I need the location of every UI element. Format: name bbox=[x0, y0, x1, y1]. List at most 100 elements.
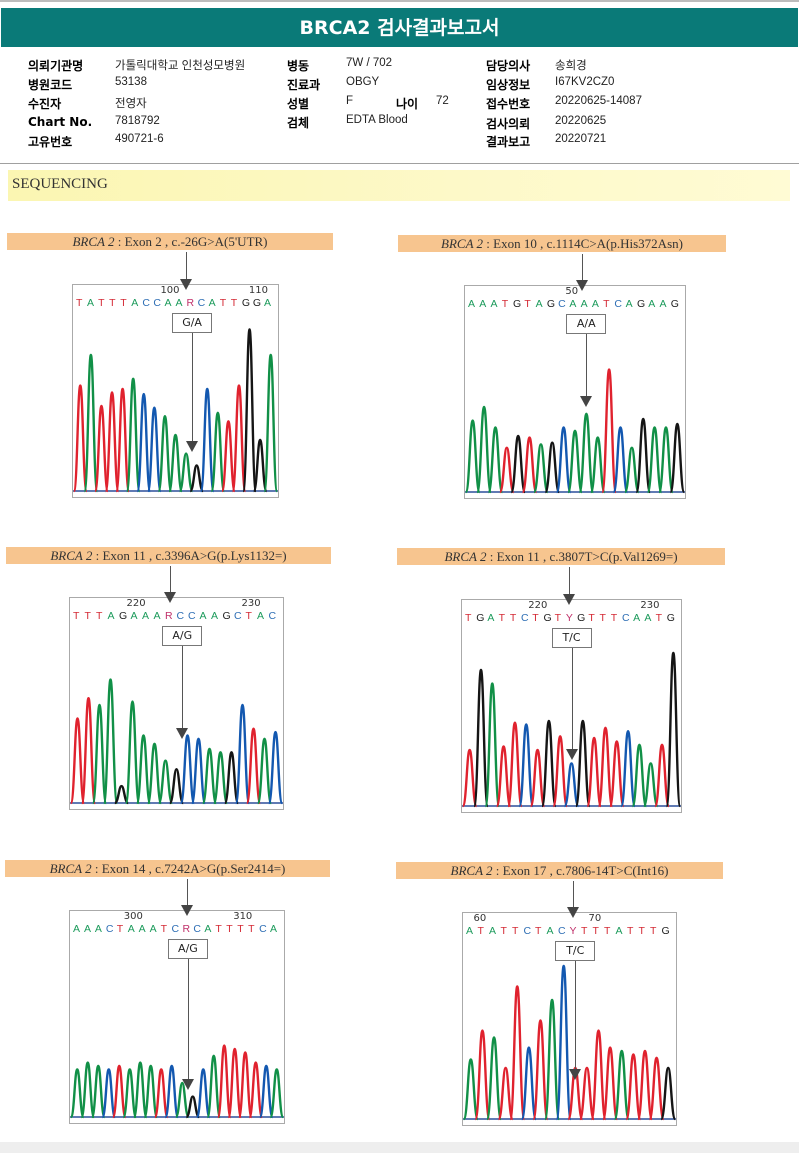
base-call: A bbox=[208, 297, 216, 309]
field-label: 담당의사 bbox=[486, 59, 531, 73]
base-call: T bbox=[226, 923, 233, 935]
field-label: 진료과 bbox=[287, 78, 321, 92]
position-tick-label: 50 bbox=[565, 286, 579, 297]
field-label: 검사의뢰 bbox=[486, 117, 531, 131]
base-call: T bbox=[245, 610, 252, 622]
trace-peak-A bbox=[167, 433, 184, 493]
base-call: R bbox=[182, 923, 191, 935]
trace-peak-A bbox=[212, 751, 229, 805]
trace-peak-G bbox=[659, 1066, 676, 1121]
divider bbox=[0, 163, 799, 164]
base-call: T bbox=[215, 923, 222, 935]
trace-peak-G bbox=[252, 438, 268, 493]
patient-name-value: 전영자 bbox=[115, 98, 147, 110]
trace-peak-T bbox=[625, 1053, 642, 1121]
base-call: T bbox=[512, 925, 519, 937]
arrow-down-icon bbox=[181, 1079, 194, 1090]
report-date-value: 20220721 bbox=[555, 133, 607, 145]
trace-peak-T bbox=[506, 721, 523, 808]
variant-text: : Exon 10 , c.1114C>A(p.His372Asn) bbox=[483, 236, 683, 251]
base-call: T bbox=[599, 612, 606, 624]
field-label: 검체 bbox=[287, 116, 310, 130]
chart-no-value: 7818792 bbox=[115, 115, 160, 127]
trace-peak-A bbox=[485, 1036, 503, 1121]
base-call: G bbox=[543, 612, 552, 624]
trace-peak-A bbox=[91, 703, 108, 805]
position-tick-label: 310 bbox=[233, 911, 253, 922]
field-label: 임상정보 bbox=[486, 78, 531, 92]
base-call: T bbox=[73, 610, 80, 622]
variant-label: BRCA 2 : Exon 11 , c.3396A>G(p.Lys1132=) bbox=[6, 547, 331, 564]
base-call: A bbox=[131, 297, 139, 309]
trace-peak-C bbox=[195, 1068, 211, 1119]
trace-peak-C bbox=[234, 703, 251, 805]
trace-peak-A bbox=[487, 426, 504, 494]
base-call: T bbox=[477, 925, 484, 937]
variant-text: : Exon 17 , c.7806-14T>C(Int16) bbox=[492, 863, 669, 878]
trace-peak-A bbox=[465, 419, 481, 494]
position-tick-label: 300 bbox=[123, 911, 143, 922]
base-call: A bbox=[490, 298, 498, 310]
pointer-line bbox=[186, 252, 187, 284]
variant-label: BRCA 2 : Exon 10 , c.1114C>A(p.His372Asn… bbox=[398, 235, 726, 252]
trace-peak-A bbox=[102, 678, 119, 805]
base-call: T bbox=[120, 297, 127, 309]
base-call: T bbox=[532, 612, 539, 624]
trace-peak-T bbox=[153, 1068, 169, 1119]
arrow-down-icon bbox=[567, 907, 579, 918]
field-label: Chart No. bbox=[28, 115, 93, 129]
trace-peak-T bbox=[104, 391, 120, 493]
base-call: A bbox=[580, 298, 588, 310]
field-label: 접수번호 bbox=[486, 97, 531, 111]
arrow-down-icon bbox=[576, 280, 588, 291]
base-call: G bbox=[636, 298, 646, 310]
trace-peak-A bbox=[263, 353, 278, 493]
trace-peak-T bbox=[80, 697, 97, 805]
base-call: A bbox=[468, 298, 476, 310]
position-tick-label: 110 bbox=[248, 285, 268, 296]
base-call: T bbox=[588, 612, 595, 624]
trace-peak-G bbox=[472, 668, 490, 808]
base-call: T bbox=[655, 612, 662, 624]
arrow-down-icon bbox=[181, 905, 193, 916]
base-call: C bbox=[268, 610, 277, 622]
trace-peak-A bbox=[178, 452, 194, 493]
gene-name: BRCA 2 bbox=[50, 548, 93, 563]
department-value: OBGY bbox=[346, 76, 380, 88]
base-call: T bbox=[219, 297, 227, 309]
base-call: A bbox=[204, 923, 212, 935]
trace-peak-A bbox=[201, 747, 218, 805]
base-call: T bbox=[581, 925, 588, 937]
trace-peak-T bbox=[578, 1066, 596, 1121]
trace-peak-C bbox=[612, 426, 629, 494]
trace-plot bbox=[73, 328, 278, 493]
position-tick-label: 220 bbox=[528, 600, 548, 611]
base-call: T bbox=[230, 297, 238, 309]
trace-peak-C bbox=[179, 734, 196, 805]
position-tick-label: 220 bbox=[126, 598, 146, 609]
variant-text: : Exon 11 , c.3807T>C(p.Val1269=) bbox=[486, 549, 678, 564]
trace-peak-T bbox=[597, 726, 614, 808]
base-call: A bbox=[479, 298, 487, 310]
trace-peak-A bbox=[83, 353, 99, 493]
genotype-label: A/G bbox=[167, 939, 208, 959]
institution-value: 가톨릭대학교 인천성모병원 bbox=[115, 60, 246, 72]
base-call: A bbox=[263, 297, 271, 309]
trace-peak-T bbox=[231, 384, 247, 493]
trace-peak-C bbox=[555, 964, 572, 1121]
base-call: A bbox=[633, 612, 641, 624]
base-call: T bbox=[524, 298, 531, 310]
base-call: A bbox=[87, 297, 95, 309]
base-call: C bbox=[259, 923, 267, 935]
trace-peak-C bbox=[146, 406, 162, 493]
base-call: T bbox=[98, 297, 105, 309]
trace-peak-A bbox=[90, 1064, 106, 1119]
base-call: Y bbox=[569, 925, 577, 937]
base-call: A bbox=[107, 610, 115, 622]
base-call: T bbox=[603, 298, 610, 310]
trace-peak-C bbox=[555, 426, 572, 494]
position-tick-label: 230 bbox=[241, 598, 261, 609]
chromatogram: 220 230 T T T A G A A A R C C A A G C T A C A/G bbox=[69, 597, 284, 810]
position-tick-label: 60 bbox=[473, 913, 487, 924]
variant-text: : Exon 14 , c.7242A>G(p.Ser2414=) bbox=[91, 861, 286, 876]
